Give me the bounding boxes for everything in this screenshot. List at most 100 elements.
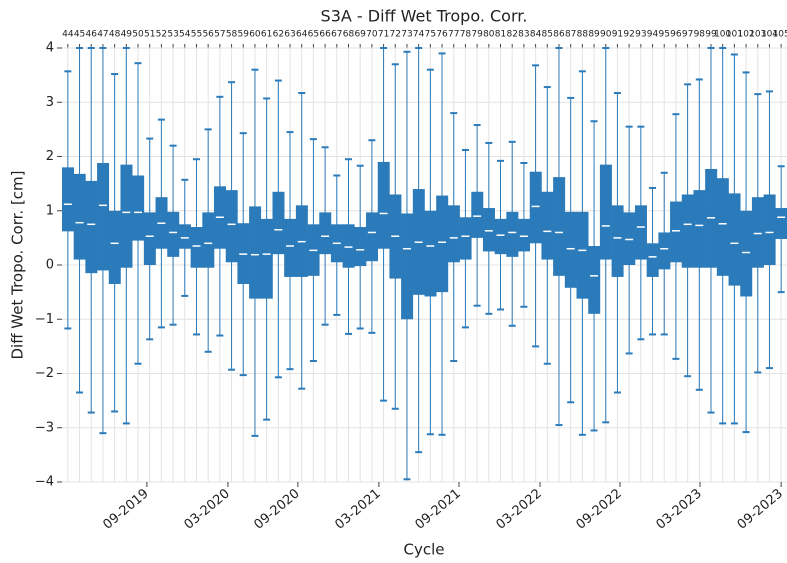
box bbox=[132, 175, 145, 241]
x-axis-label: Cycle bbox=[404, 541, 445, 559]
top-tick-label: 92 bbox=[623, 30, 634, 40]
box bbox=[354, 227, 367, 267]
box bbox=[564, 211, 577, 288]
top-tick-label: 47 bbox=[97, 30, 108, 40]
x-tick-label: 09-2019 bbox=[100, 486, 151, 532]
box bbox=[249, 206, 262, 299]
top-tick-label: 83 bbox=[518, 30, 529, 40]
top-tick-label: 95 bbox=[658, 30, 669, 40]
top-tick-label: 64 bbox=[296, 30, 308, 40]
top-tick-label: 44 bbox=[62, 30, 74, 40]
x-tick-label: 03-2021 bbox=[332, 486, 383, 532]
chart-title: S3A - Diff Wet Tropo. Corr. bbox=[321, 7, 528, 26]
box bbox=[775, 208, 787, 239]
y-tick-label: −1 bbox=[35, 312, 54, 327]
y-tick-label: 1 bbox=[46, 203, 54, 218]
box bbox=[646, 243, 659, 277]
top-tick-label: 103 bbox=[749, 30, 766, 40]
top-tick-label: 72 bbox=[390, 30, 401, 40]
box bbox=[167, 211, 180, 257]
box bbox=[260, 218, 273, 299]
x-tick-label: 03-2022 bbox=[494, 486, 545, 532]
box bbox=[599, 164, 612, 260]
top-tick-label: 79 bbox=[471, 30, 483, 40]
top-tick-label: 63 bbox=[284, 30, 295, 40]
x-tick-label: 09-2020 bbox=[251, 486, 302, 532]
top-tick-label: 78 bbox=[460, 30, 472, 40]
y-tick-label: −4 bbox=[35, 475, 54, 490]
box bbox=[670, 201, 683, 263]
top-tick-label: 45 bbox=[74, 30, 85, 40]
box bbox=[658, 232, 671, 270]
box bbox=[576, 211, 589, 299]
box bbox=[97, 163, 110, 271]
box bbox=[436, 195, 449, 293]
box bbox=[623, 212, 636, 265]
top-tick-label: 57 bbox=[214, 30, 225, 40]
x-tick-label: 09-2023 bbox=[735, 486, 786, 532]
plot bbox=[62, 47, 787, 481]
top-tick-label: 49 bbox=[121, 30, 133, 40]
y-tick-label: −3 bbox=[35, 420, 54, 435]
box bbox=[482, 208, 495, 252]
box bbox=[506, 211, 519, 257]
box bbox=[225, 190, 238, 263]
top-tick-label: 96 bbox=[670, 30, 682, 40]
top-tick-label: 100 bbox=[714, 30, 731, 40]
box bbox=[471, 191, 484, 238]
box bbox=[178, 224, 191, 249]
box bbox=[611, 205, 624, 277]
x-tick-label: 03-2023 bbox=[654, 486, 705, 532]
top-tick-label: 74 bbox=[413, 30, 425, 40]
top-tick-label: 48 bbox=[109, 30, 121, 40]
top-tick-label: 85 bbox=[542, 30, 553, 40]
y-tick-label: 2 bbox=[46, 149, 54, 164]
box bbox=[763, 194, 776, 265]
y-tick-label: −2 bbox=[35, 366, 54, 381]
box bbox=[588, 246, 601, 314]
top-tick-label: 89 bbox=[588, 30, 600, 40]
box bbox=[424, 210, 437, 297]
y-axis-label: Diff Wet Tropo. Corr. [cm] bbox=[9, 170, 27, 359]
box bbox=[366, 212, 379, 262]
box bbox=[634, 205, 647, 260]
top-tick-label: 75 bbox=[425, 30, 436, 40]
box bbox=[529, 171, 542, 244]
top-tick-label: 52 bbox=[156, 30, 167, 40]
box bbox=[272, 191, 285, 255]
box bbox=[62, 167, 74, 232]
top-tick-label: 68 bbox=[343, 30, 355, 40]
box bbox=[681, 194, 694, 268]
box bbox=[541, 191, 554, 260]
box bbox=[319, 212, 332, 255]
top-tick-label: 93 bbox=[635, 30, 646, 40]
top-tick-label: 91 bbox=[612, 30, 623, 40]
box bbox=[108, 210, 121, 284]
top-tick-label: 56 bbox=[202, 30, 214, 40]
x-tick-label: 09-2021 bbox=[413, 486, 464, 532]
box bbox=[740, 210, 753, 297]
top-tick-label: 98 bbox=[694, 30, 706, 40]
top-tick-label: 66 bbox=[319, 30, 331, 40]
top-tick-label: 61 bbox=[261, 30, 272, 40]
top-tick-label: 69 bbox=[354, 30, 366, 40]
top-tick-label: 53 bbox=[167, 30, 178, 40]
top-tick-label: 97 bbox=[682, 30, 693, 40]
box bbox=[728, 193, 741, 286]
box bbox=[85, 180, 98, 274]
x-tick-label: 09-2022 bbox=[574, 486, 625, 532]
top-tick-label: 71 bbox=[378, 30, 389, 40]
top-tick-label: 105 bbox=[773, 30, 787, 40]
y-tick-label: 0 bbox=[46, 258, 54, 273]
top-tick-label: 73 bbox=[401, 30, 412, 40]
box bbox=[120, 164, 133, 268]
box bbox=[447, 205, 460, 263]
x-tick-label: 03-2020 bbox=[181, 486, 232, 532]
y-tick-label: 3 bbox=[46, 95, 54, 110]
top-tick-label: 86 bbox=[553, 30, 565, 40]
box bbox=[459, 217, 472, 260]
top-tick-label: 90 bbox=[600, 30, 612, 40]
top-tick-label: 87 bbox=[565, 30, 576, 40]
box bbox=[553, 177, 566, 276]
